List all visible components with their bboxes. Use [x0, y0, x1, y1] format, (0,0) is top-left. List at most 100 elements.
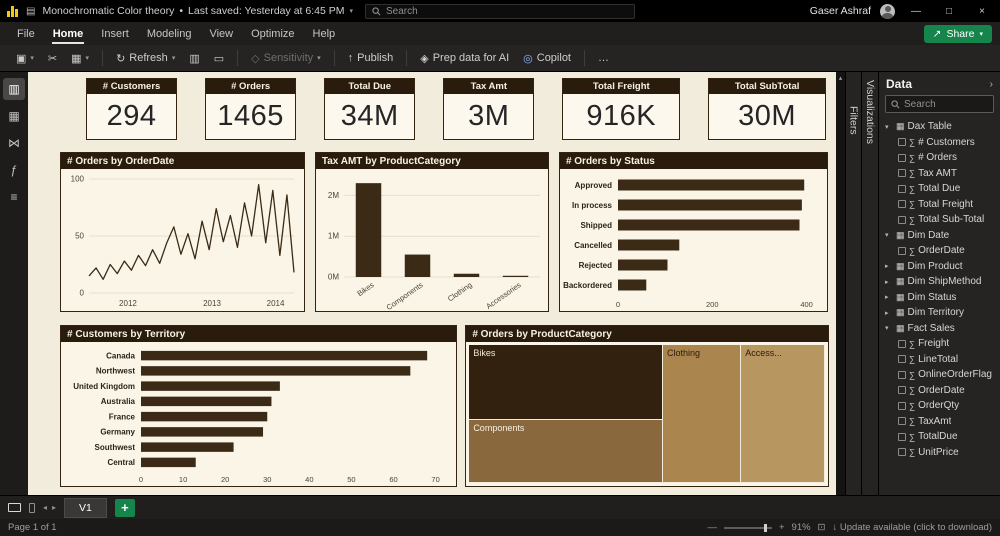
document-title[interactable]: Monochromatic Color theory • Last saved:… — [42, 5, 353, 17]
chart-canvas-column[interactable]: 0M 1M 2M Bikes Components Clothing Accessories — [316, 169, 548, 311]
chart-customers-by-territory[interactable]: # Customers by Territory Canada Northwest… — [60, 325, 458, 487]
tmdl-view-button[interactable]: ≡ — [3, 186, 25, 208]
kpi-card[interactable]: Total SubTotal 30M — [708, 78, 826, 140]
report-view-button[interactable]: ▥ — [3, 78, 25, 100]
visualizations-pane-collapsed[interactable]: Visualizations — [861, 72, 878, 495]
field-row[interactable]: ∑ OrderDate — [879, 383, 1000, 399]
get-data-button[interactable]: ▦ ▾ — [71, 52, 90, 65]
field-checkbox[interactable] — [898, 448, 906, 457]
field-row[interactable]: ∑ OrderQty — [879, 398, 1000, 414]
menu-home[interactable]: Home — [44, 22, 93, 45]
field-checkbox[interactable] — [898, 401, 906, 410]
field-row[interactable]: ∑ OnlineOrderFlag — [879, 367, 1000, 383]
menu-insert[interactable]: Insert — [101, 27, 129, 40]
cut-button[interactable]: ✂ — [42, 49, 63, 68]
user-avatar[interactable] — [880, 3, 895, 19]
treemap-slice-bikes[interactable]: Bikes — [469, 345, 664, 420]
field-row[interactable]: ∑ Freight — [879, 336, 1000, 352]
chevron-down-icon[interactable]: ▾ — [885, 325, 889, 333]
field-checkbox[interactable] — [898, 386, 906, 395]
table-row[interactable]: ▸ ▦ Dim Status — [879, 290, 1000, 306]
mobile-layout-icon[interactable] — [29, 502, 35, 513]
scroll-up-icon[interactable]: ▴ — [838, 75, 843, 82]
field-checkbox[interactable] — [898, 184, 906, 193]
field-checkbox[interactable] — [898, 153, 906, 162]
desktop-layout-icon[interactable] — [8, 503, 21, 512]
field-row[interactable]: ∑ OrderDate — [879, 243, 1000, 259]
menu-view[interactable]: View — [209, 27, 234, 40]
field-row[interactable]: ∑ Total Sub-Total — [879, 212, 1000, 228]
field-row[interactable]: ∑ LineTotal — [879, 352, 1000, 368]
chevron-down-icon[interactable]: ▾ — [885, 123, 889, 131]
canvas-scrollbar[interactable]: ▴ — [836, 72, 845, 495]
chart-canvas-hbar[interactable]: Approved In process Shipped Cancelled Reject… — [560, 169, 828, 311]
chevron-down-icon[interactable]: ▾ — [885, 232, 889, 240]
refresh-button[interactable]: ↻ Refresh ▾ — [116, 52, 176, 65]
table-view-button[interactable]: ▦ — [3, 105, 25, 127]
field-checkbox[interactable] — [898, 355, 906, 364]
field-checkbox[interactable] — [898, 417, 906, 426]
maximize-button[interactable]: □ — [945, 5, 953, 17]
table-row[interactable]: ▸ ▦ Dim ShipMethod — [879, 274, 1000, 290]
treemap-slice-clothing[interactable]: Clothing — [663, 345, 742, 483]
field-checkbox[interactable] — [898, 169, 906, 178]
table-row[interactable]: ▸ ▦ Dim Territory — [879, 305, 1000, 321]
zoom-slider-thumb[interactable] — [764, 523, 768, 532]
filters-pane-collapsed[interactable]: Filters — [845, 72, 861, 495]
chart-orders-by-orderdate[interactable]: # Orders by OrderDate 0 50 100 2012 2013 2014 — [60, 152, 305, 312]
collapse-pane-icon[interactable]: › — [989, 78, 993, 90]
table-row[interactable]: ▸ ▦ Dim Product — [879, 259, 1000, 275]
model-view-button[interactable]: ⋈ — [3, 132, 25, 154]
field-checkbox[interactable] — [898, 432, 906, 441]
chart-canvas-line[interactable]: 0 50 100 2012 2013 2014 — [61, 169, 304, 311]
menu-optimize[interactable]: Optimize — [251, 27, 295, 40]
field-checkbox[interactable] — [898, 246, 906, 255]
minimize-button[interactable]: — — [911, 5, 921, 17]
add-page-button[interactable]: + — [114, 498, 135, 517]
paste-button[interactable]: ▣ ▾ — [16, 52, 34, 65]
menu-file[interactable]: File — [17, 27, 35, 40]
close-button[interactable]: × — [979, 5, 985, 17]
prep-data-ai-button[interactable]: ◈ Prep data for AI — [420, 52, 510, 65]
field-checkbox[interactable] — [898, 138, 906, 147]
field-row[interactable]: ∑ # Customers — [879, 135, 1000, 151]
kpi-card[interactable]: Total Due 34M — [324, 78, 416, 140]
chart-tax-by-productcategory[interactable]: Tax AMT by ProductCategory 0M 1M 2M Bikes Co… — [314, 152, 549, 312]
next-page-arrow[interactable]: ▸ — [52, 503, 57, 512]
more-options-button[interactable]: … — [592, 49, 615, 67]
field-row[interactable]: ∑ Total Freight — [879, 197, 1000, 213]
text-box-button[interactable]: ▭ — [208, 49, 230, 68]
chevron-right-icon[interactable]: ▸ — [885, 309, 889, 317]
chart-canvas-treemap[interactable]: Bikes Components Clothing Access... — [466, 342, 827, 486]
kpi-card[interactable]: # Customers 294 — [86, 78, 178, 140]
previous-page-arrow[interactable]: ◂ — [43, 503, 48, 512]
chart-orders-by-productcategory[interactable]: # Orders by ProductCategory Bikes Compone… — [465, 325, 829, 487]
kpi-card[interactable]: Tax Amt 3M — [443, 78, 535, 140]
kpi-card[interactable]: Total Freight 916K — [562, 78, 681, 140]
field-checkbox[interactable] — [898, 370, 906, 379]
field-row[interactable]: ∑ Total Due — [879, 181, 1000, 197]
menu-modeling[interactable]: Modeling — [146, 27, 192, 40]
field-checkbox[interactable] — [898, 339, 906, 348]
treemap-slice-accessories[interactable]: Access... — [741, 345, 825, 483]
table-row[interactable]: ▾ ▦ Fact Sales — [879, 321, 1000, 337]
copilot-button[interactable]: ◎ Copilot — [523, 52, 571, 65]
update-banner[interactable]: ↓ Update available (click to download) — [832, 522, 992, 533]
field-row[interactable]: ∑ # Orders — [879, 150, 1000, 166]
report-canvas[interactable]: # Customers 294 # Orders 1465 Total Due 34M Ta… — [28, 72, 836, 495]
dax-query-view-button[interactable]: ƒ — [3, 159, 25, 181]
chart-canvas-hbar[interactable]: Canada Northwest United Kingdom Australia Fr… — [61, 342, 456, 486]
field-row[interactable]: ∑ TaxAmt — [879, 414, 1000, 430]
chevron-right-icon[interactable]: ▸ — [885, 263, 889, 271]
fit-to-page-button[interactable]: ⊡ — [817, 522, 826, 533]
table-row[interactable]: ▾ ▦ Dim Date — [879, 228, 1000, 244]
field-row[interactable]: ∑ Tax AMT — [879, 166, 1000, 182]
menu-help[interactable]: Help — [312, 27, 336, 40]
save-icon[interactable]: ▤ — [26, 5, 36, 17]
user-name[interactable]: Gaser Ashraf — [809, 5, 871, 17]
field-checkbox[interactable] — [898, 200, 906, 209]
treemap-slice-components[interactable]: Components — [469, 419, 664, 483]
share-button[interactable]: ↗ Share ▾ — [923, 24, 992, 43]
zoom-in-button[interactable]: + — [778, 522, 785, 533]
page-tab-v1[interactable]: V1 — [64, 497, 107, 518]
